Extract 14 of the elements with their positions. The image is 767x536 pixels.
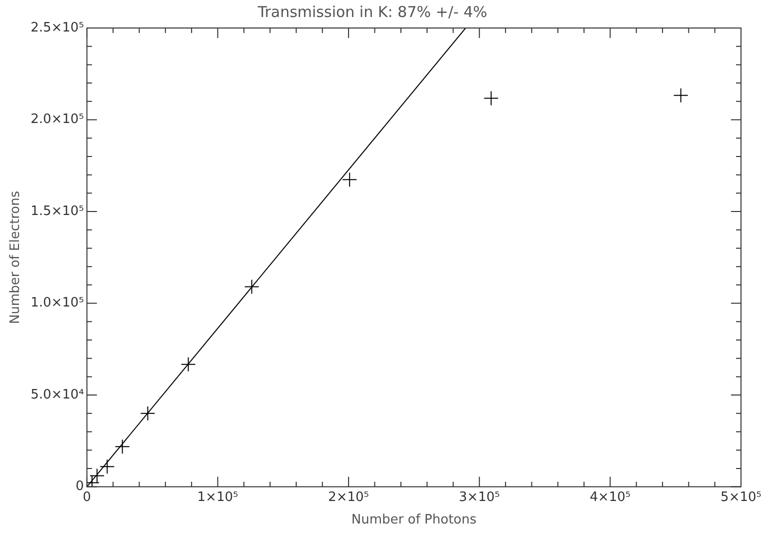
y-tick-label: 5.0×10⁴ <box>30 387 84 402</box>
chart-title: Transmission in K: 87% +/- 4% <box>256 2 488 21</box>
x-tick-label: 3×10⁵ <box>458 490 500 505</box>
x-tick-label: 5×10⁵ <box>720 490 762 505</box>
x-tick-label: 2×10⁵ <box>328 490 370 505</box>
y-tick-label: 1.0×10⁵ <box>30 296 84 311</box>
x-tick-label: 1×10⁵ <box>197 490 238 505</box>
y-tick-label: 2.0×10⁵ <box>30 112 84 128</box>
y-tick-label: 1.5×10⁵ <box>30 204 84 219</box>
x-axis-title: Number of Photons <box>351 512 477 528</box>
y-tick-label: 2.5×10⁵ <box>30 20 84 36</box>
y-tick-label: 0 <box>76 479 84 494</box>
y-axis-title: Number of Electrons <box>8 190 24 324</box>
x-tick-label: 4×10⁵ <box>590 490 631 505</box>
